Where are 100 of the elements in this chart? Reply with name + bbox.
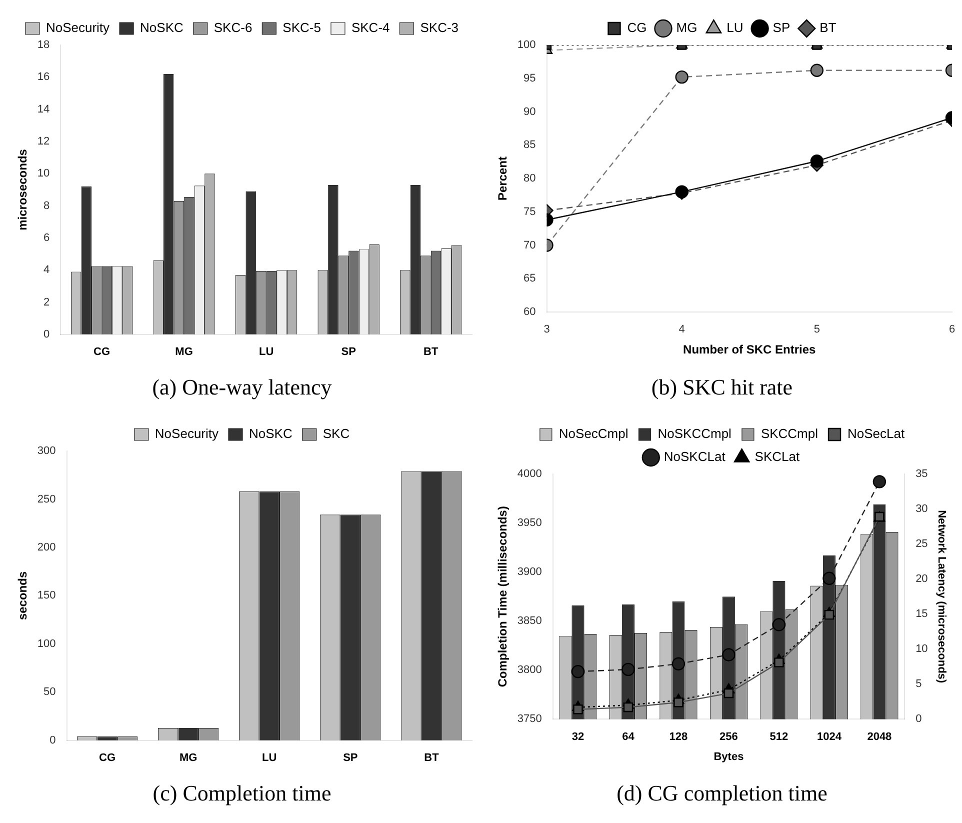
point xyxy=(674,698,684,708)
x-tick-label: 64 xyxy=(622,730,636,743)
legend-label: SKCCmpl xyxy=(760,426,818,442)
point xyxy=(722,648,736,662)
legend-label: NoSKC xyxy=(140,20,184,36)
point xyxy=(872,475,886,488)
legend-label: CG xyxy=(627,20,647,36)
y-tick-label: 3850 xyxy=(517,615,542,628)
y-tick-label: 65 xyxy=(524,272,536,285)
y-tick-label: 4 xyxy=(44,264,50,276)
y2-tick-label: 25 xyxy=(916,538,928,550)
y2-tick-label: 15 xyxy=(916,608,928,620)
y-tick-label: 50 xyxy=(44,686,56,698)
x-tick-label: MG xyxy=(175,346,193,358)
text: (a) One-way latency xyxy=(152,374,332,400)
x-tick-label: BT xyxy=(424,346,438,358)
y-tick-label: 2 xyxy=(44,296,50,308)
y-tick-label: 10 xyxy=(37,168,50,180)
point xyxy=(571,664,585,678)
legend-label: NoSKC xyxy=(249,426,292,442)
y2-tick-label: 20 xyxy=(916,573,928,586)
x-tick-label: 128 xyxy=(669,730,688,743)
y-tick-label: 0 xyxy=(44,328,50,340)
point xyxy=(724,688,734,698)
y-tick-label: 80 xyxy=(524,172,536,185)
legend-label: SKC-3 xyxy=(420,20,459,36)
x-tick-label: 1024 xyxy=(816,730,842,743)
y2-axis-title: Network Latency (microseconds) xyxy=(935,510,948,684)
legend-label: NoSecCmpl xyxy=(558,426,628,442)
x-tick-label: 3 xyxy=(544,324,550,336)
y-tick-label: 70 xyxy=(524,239,536,252)
point xyxy=(573,704,583,714)
x-tick-label: SP xyxy=(343,752,358,764)
y-tick-label: 14 xyxy=(37,103,50,116)
x-axis-title: Number of SKC Entries xyxy=(683,342,816,357)
legend-label: BT xyxy=(820,20,836,36)
point xyxy=(824,610,834,620)
y-tick-label: 3950 xyxy=(517,517,542,530)
y-tick-label: 4000 xyxy=(517,468,542,480)
x-axis-title: Bytes xyxy=(714,751,744,764)
y2-tick-label: 5 xyxy=(916,678,922,690)
legend-label: MG xyxy=(676,20,698,36)
point xyxy=(623,702,634,712)
y-tick-label: 6 xyxy=(44,232,50,244)
y-axis-title: microseconds xyxy=(16,148,30,230)
legend-label: NoSecLat xyxy=(848,426,905,442)
x-tick-label: BT xyxy=(424,752,440,764)
x-tick-label: LU xyxy=(258,346,274,358)
legend-label: SKC-6 xyxy=(214,20,252,36)
legend-label: SP xyxy=(772,20,790,36)
text: (b) SKC hit rate xyxy=(651,374,793,400)
point xyxy=(772,618,786,632)
x-tick-label: 5 xyxy=(814,324,820,336)
y-tick-label: 3800 xyxy=(517,664,542,676)
x-tick-label: CG xyxy=(94,346,110,358)
text: (d) CG completion time xyxy=(616,780,828,806)
legend-label: SKC xyxy=(322,426,350,442)
legend-label: NoSecurity xyxy=(154,426,219,442)
y-tick-label: 90 xyxy=(524,106,536,118)
y-tick-label: 150 xyxy=(37,590,56,602)
text: (c) Completion time xyxy=(152,780,332,806)
x-tick-label: 2048 xyxy=(867,730,892,743)
x-tick-label: CG xyxy=(99,752,116,764)
x-tick-label: 4 xyxy=(678,324,685,336)
y-axis-title: Completion Time (milliseconds) xyxy=(496,506,510,688)
legend-label: SKC-5 xyxy=(282,20,321,36)
y-tick-label: 3900 xyxy=(517,566,542,578)
x-tick-label: 256 xyxy=(720,730,738,743)
y-tick-label: 200 xyxy=(37,542,56,554)
point xyxy=(672,657,686,670)
legend-label: SKC-4 xyxy=(351,20,390,36)
y-tick-label: 250 xyxy=(37,493,56,506)
x-tick-label: 512 xyxy=(770,730,788,743)
y-tick-label: 100 xyxy=(37,638,56,650)
y-tick-label: 85 xyxy=(524,139,536,152)
legend-label: NoSKCCmpl xyxy=(658,426,732,442)
y-tick-label: 3750 xyxy=(517,713,542,726)
y-tick-label: 75 xyxy=(524,206,536,218)
legend-label: SKCLat xyxy=(754,449,800,464)
y-tick-label: 300 xyxy=(37,445,56,458)
legend-label: NoSecurity xyxy=(46,20,110,36)
point xyxy=(774,658,784,668)
y-tick-label: 16 xyxy=(37,71,50,84)
legend-label: LU xyxy=(726,20,744,36)
x-tick-label: MG xyxy=(179,752,198,764)
point xyxy=(822,572,836,585)
x-tick-label: 32 xyxy=(572,730,584,743)
y-axis-title: Percent xyxy=(496,156,510,201)
y-tick-label: 60 xyxy=(524,306,536,318)
y2-tick-label: 0 xyxy=(916,713,922,726)
y2-tick-label: 30 xyxy=(916,503,928,516)
y-tick-label: 100 xyxy=(517,39,536,52)
y-tick-label: 0 xyxy=(50,734,56,746)
y2-tick-label: 35 xyxy=(916,468,928,480)
x-tick-label: SP xyxy=(341,346,356,358)
y-axis-title: seconds xyxy=(16,571,30,620)
y-tick-label: 18 xyxy=(37,39,50,52)
point xyxy=(622,662,635,676)
y2-tick-label: 10 xyxy=(916,643,928,656)
legend-label: NoSKCLat xyxy=(664,449,726,464)
